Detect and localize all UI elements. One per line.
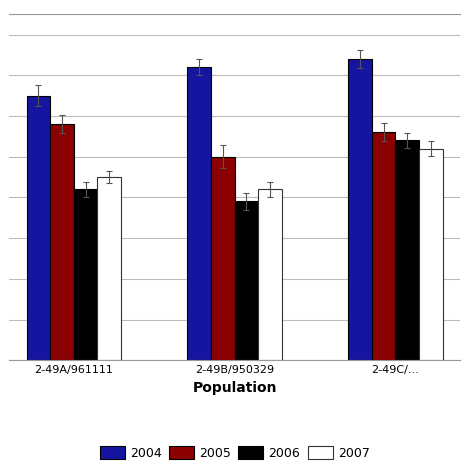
Bar [372, 132, 395, 360]
X-axis label: Population: Population [192, 381, 277, 395]
Bar [74, 189, 97, 360]
Bar [419, 148, 443, 360]
Bar [27, 96, 50, 360]
Bar [97, 177, 121, 360]
Legend: 2004, 2005, 2006, 2007: 2004, 2005, 2006, 2007 [95, 441, 374, 465]
Bar [50, 124, 74, 360]
Bar [235, 201, 258, 360]
Bar [395, 140, 419, 360]
Bar [187, 67, 211, 360]
Bar [348, 59, 372, 360]
Bar [211, 157, 235, 360]
Bar [258, 189, 282, 360]
